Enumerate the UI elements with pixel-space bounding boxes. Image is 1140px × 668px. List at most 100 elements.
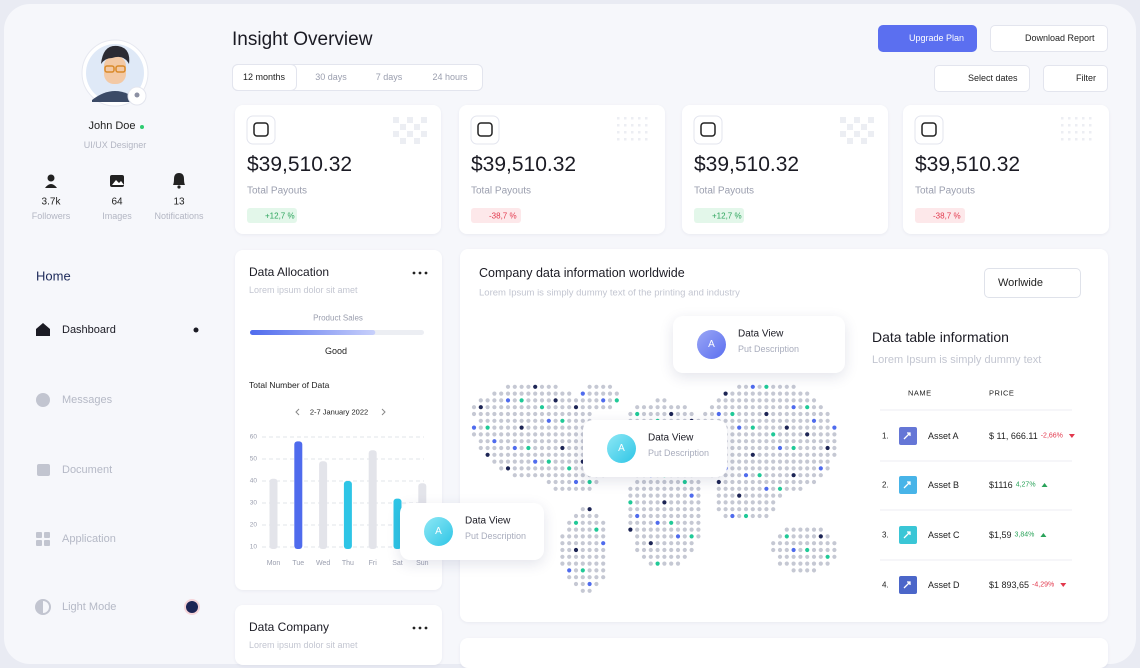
map-dot — [811, 452, 817, 457]
map-dot — [669, 554, 674, 559]
map-dot — [750, 432, 755, 437]
map-dot — [635, 493, 640, 498]
range-tab[interactable]: 24 hours — [432, 72, 468, 82]
card-decoration — [1068, 131, 1071, 134]
map-dot — [539, 473, 545, 478]
map-dot — [669, 486, 674, 491]
nav-item[interactable]: Document — [62, 464, 113, 476]
map-dot — [539, 432, 545, 437]
map-dot — [560, 459, 565, 464]
map-dot — [737, 398, 742, 403]
map-dot — [750, 473, 755, 478]
icon-document — [37, 464, 50, 476]
map-dot — [832, 554, 837, 559]
map-dot — [641, 479, 647, 485]
card-icon — [921, 122, 937, 137]
upgrade-button[interactable] — [878, 25, 977, 52]
nav-item[interactable]: Messages — [62, 394, 113, 406]
bar — [393, 498, 402, 549]
map-dot — [553, 486, 558, 491]
row-price: $1116 — [989, 480, 1013, 490]
map-dot — [750, 418, 755, 423]
range-tab[interactable]: 12 months — [242, 72, 286, 82]
map-dot — [573, 534, 579, 539]
region-dropdown[interactable] — [984, 268, 1081, 298]
card-icon-box — [246, 115, 276, 145]
map-dot — [737, 391, 742, 396]
map-dot — [601, 568, 606, 573]
map-dot — [757, 466, 762, 471]
map-dot — [567, 432, 572, 437]
map-dot — [580, 541, 585, 546]
nav-item[interactable]: Dashboard — [62, 324, 116, 336]
range-tab[interactable]: 7 days — [375, 72, 403, 82]
map-dot — [505, 405, 511, 410]
map-dot — [662, 541, 667, 546]
map-dot — [730, 398, 735, 403]
map-dot — [750, 391, 755, 396]
map-dot — [818, 547, 823, 553]
map-dot — [771, 405, 776, 410]
map-dot — [546, 459, 551, 464]
map-dot — [546, 405, 551, 410]
map-dot — [587, 575, 592, 580]
map-dot — [567, 391, 572, 396]
map-dot — [601, 547, 606, 553]
map-dot — [492, 398, 497, 403]
row-rank: 4. — [882, 580, 889, 590]
x-tick-label: Sat — [392, 560, 403, 567]
map-dot — [811, 418, 817, 423]
card-decoration — [1061, 131, 1064, 134]
nav-item[interactable]: Application — [62, 533, 116, 545]
map-dot — [743, 418, 749, 423]
bar — [343, 481, 352, 549]
map-dot — [485, 439, 490, 444]
map-dot — [526, 445, 531, 451]
map-dot — [771, 466, 776, 471]
map-dot — [675, 554, 681, 559]
map-dot — [655, 561, 660, 566]
range-tab[interactable]: 30 days — [315, 72, 347, 82]
dates-button[interactable] — [934, 65, 1030, 92]
allocation-subtitle: Lorem ipsum dolor sit amet — [249, 285, 358, 295]
map-dot — [519, 445, 524, 451]
map-dot — [492, 411, 497, 417]
card-decoration — [638, 131, 641, 134]
map-dot — [669, 493, 674, 498]
map-dot — [669, 534, 674, 539]
map-dot — [811, 432, 817, 437]
icon-bell — [177, 185, 181, 189]
map-dot — [560, 534, 565, 539]
asset-icon-glyph — [903, 481, 911, 489]
map-dot — [784, 432, 789, 437]
map-dot — [641, 507, 647, 512]
map-dot — [784, 473, 789, 478]
map-dot — [805, 459, 810, 464]
map-dot — [805, 411, 810, 417]
map-dot — [757, 418, 762, 423]
map-dot — [512, 466, 517, 471]
download-button[interactable] — [990, 25, 1108, 52]
nav-item[interactable]: Light Mode — [62, 601, 117, 613]
card-decoration — [1082, 124, 1085, 127]
map-dot — [635, 411, 640, 417]
map-dot — [777, 486, 783, 491]
map-dot — [505, 432, 511, 437]
map-dot — [696, 513, 701, 519]
map-dot — [594, 534, 599, 539]
row-change: -4,29% — [1032, 581, 1055, 589]
map-dot — [560, 445, 565, 451]
map-dot — [512, 432, 517, 437]
map-dot — [764, 486, 769, 491]
change-badge — [915, 208, 965, 223]
map-dot — [546, 398, 551, 403]
map-dot — [553, 411, 558, 417]
map-dot — [573, 541, 579, 546]
map-dot — [539, 418, 545, 423]
map-dot — [737, 493, 742, 498]
filter-button[interactable] — [1043, 65, 1108, 92]
avatar-face — [104, 56, 126, 84]
row-name: Asset D — [928, 580, 960, 590]
card-label: Total Payouts — [471, 185, 532, 197]
map-dot — [737, 459, 742, 464]
